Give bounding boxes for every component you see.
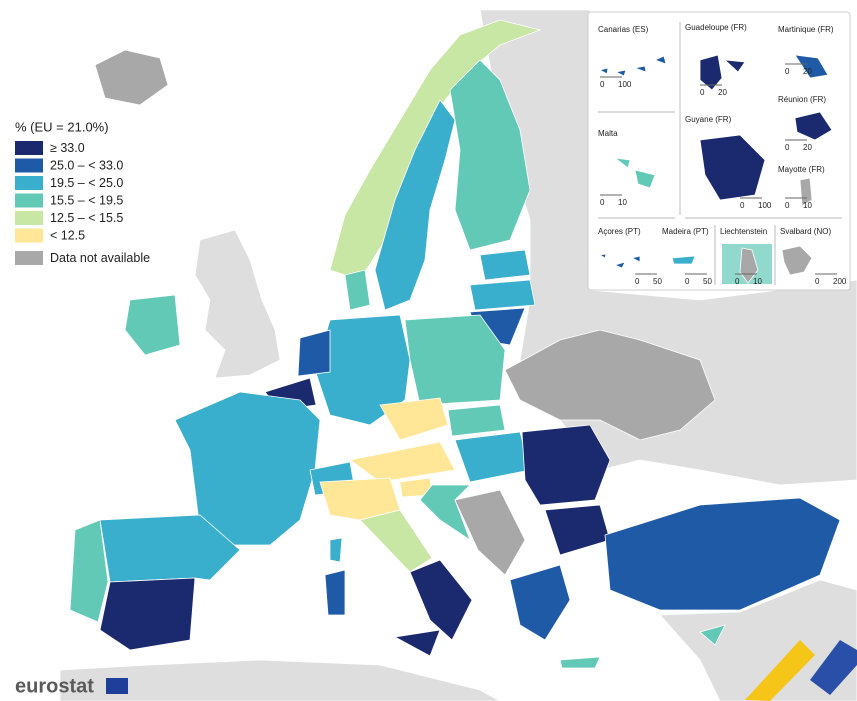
north-africa (59, 659, 501, 701)
scale-label: 20 (803, 67, 812, 76)
scale-label: 0 (635, 277, 640, 286)
martinique (794, 54, 829, 79)
scale-label: 0 (785, 201, 790, 210)
decoration (745, 640, 815, 701)
great-britain (194, 229, 281, 379)
ukraine-area (504, 329, 716, 441)
scale-label: 20 (803, 143, 812, 152)
inset-label: Malta (598, 129, 618, 138)
eu-flag (106, 678, 128, 694)
finland (449, 59, 531, 251)
romania (521, 424, 611, 506)
inset-dividers (598, 22, 842, 285)
netherlands (297, 329, 331, 377)
mayotte (799, 177, 813, 207)
acores (598, 253, 641, 269)
decoration (810, 640, 857, 695)
ireland (124, 294, 181, 356)
legend-label: 15.5 – < 19.5 (50, 193, 123, 207)
slovakia (447, 404, 506, 437)
poland (404, 314, 506, 406)
scale-label: 10 (803, 201, 812, 210)
portugal (69, 519, 109, 623)
inset-label: Réunion (FR) (778, 95, 826, 104)
inset-label: Canarias (ES) (598, 25, 649, 34)
austria (349, 441, 456, 483)
scale-label: 0 (785, 67, 790, 76)
scale-label: 10 (618, 198, 627, 207)
scale-label: 0 (735, 277, 740, 286)
iceland (94, 49, 169, 106)
reunion (794, 111, 833, 141)
legend-swatch (15, 251, 43, 265)
croatia (419, 484, 471, 542)
guyane (699, 134, 766, 201)
legend-title: % (EU = 21.0%) (15, 119, 109, 134)
logo-text: eurostat (15, 675, 94, 697)
sicily (393, 629, 441, 657)
legend-swatch (15, 176, 43, 190)
inset-label: Svalbard (NO) (780, 227, 831, 236)
inset-label: Guyane (FR) (685, 115, 732, 124)
france (174, 391, 321, 546)
inset-label: Madeira (PT) (662, 227, 709, 236)
scale-label: 20 (718, 88, 727, 97)
latvia (469, 279, 536, 311)
scale-label: 10 (753, 277, 762, 286)
inset-label: Liechtenstein (720, 227, 767, 236)
scale-label: 0 (685, 277, 690, 286)
italy-south (409, 559, 473, 641)
guadeloupe (699, 54, 746, 91)
legend-swatch (15, 141, 43, 155)
italy-centre (359, 509, 433, 573)
denmark (344, 269, 371, 311)
estonia (479, 249, 531, 281)
scale-label: 100 (618, 80, 632, 89)
legend-swatch (15, 193, 43, 208)
inset-label: Mayotte (FR) (778, 165, 825, 174)
cyprus (699, 624, 726, 646)
legend-label: ≥ 33.0 (50, 141, 85, 155)
greece (509, 564, 571, 641)
legend-label: 25.0 – < 33.0 (50, 158, 123, 172)
legend-swatch (15, 228, 43, 243)
scale-label: 50 (703, 277, 712, 286)
middle-east (659, 579, 857, 701)
inset-label: Guadeloupe (FR) (685, 23, 747, 32)
madeira (671, 255, 696, 265)
crete (559, 656, 601, 669)
scale-label: 50 (653, 277, 662, 286)
scale-label: 100 (758, 201, 772, 210)
malta (613, 157, 656, 189)
scale-label: 0 (700, 88, 705, 97)
scale-label: 200 (833, 277, 847, 286)
inset-label: Açores (PT) (598, 227, 641, 236)
scale-label: 0 (740, 201, 745, 210)
western-balkans (454, 489, 526, 576)
sardinia (324, 569, 346, 616)
spain-south (99, 577, 196, 651)
legend-label: 19.5 – < 25.0 (50, 176, 123, 190)
svalbard (781, 245, 813, 276)
legend-label: 12.5 – < 15.5 (50, 211, 123, 225)
scale-label: 0 (600, 80, 605, 89)
canarias (598, 55, 667, 77)
inset-label: Martinique (FR) (778, 25, 834, 34)
scale-label: 0 (815, 277, 820, 286)
scale-label: 0 (600, 198, 605, 207)
legend-swatch (15, 211, 43, 225)
sweden (374, 99, 456, 311)
scale-label: 0 (785, 143, 790, 152)
czechia (379, 397, 449, 441)
turkey (604, 497, 841, 611)
corsica (329, 537, 343, 563)
legend-label: Data not available (50, 251, 150, 265)
legend-swatch (15, 158, 43, 173)
legend-label: < 12.5 (50, 228, 85, 242)
